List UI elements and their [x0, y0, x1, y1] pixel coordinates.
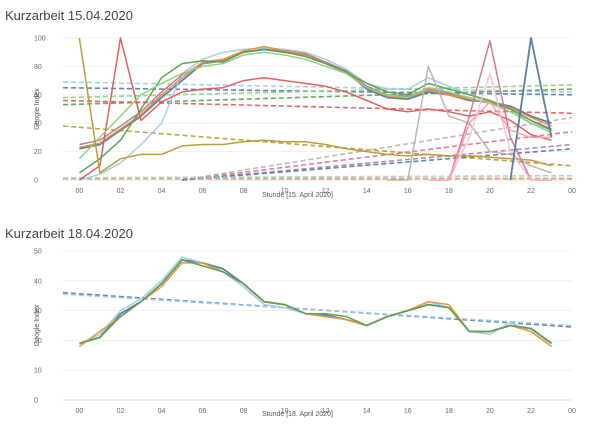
y-tick-label: 40: [34, 278, 42, 285]
x-tick-label: 18: [445, 188, 453, 195]
trendline: [62, 293, 573, 327]
trendline: [62, 174, 573, 179]
trendline: [181, 130, 573, 181]
x-tick-label: 18: [445, 408, 453, 415]
y-tick-label: 10: [34, 368, 42, 375]
trendline: [181, 116, 573, 181]
y-tick-label: 20: [34, 149, 42, 156]
x-axis-label: Stunde [15. April 2020]: [262, 192, 333, 199]
trendline: [62, 84, 573, 99]
x-tick-label: 16: [404, 188, 412, 195]
series-line: [78, 48, 552, 174]
plot-1: 0 20 40 60 80 100 00 02 04 06 08 10 12 14 16 18 20 22 00 St…: [34, 36, 576, 200]
series-line: [428, 72, 552, 181]
x-tick-label: 14: [363, 188, 371, 195]
x-tick-label: 00: [568, 408, 576, 415]
x-tick-label: 02: [117, 408, 125, 415]
y-tick-label: 100: [34, 36, 46, 43]
y-tick-label: 80: [34, 64, 42, 71]
series-line: [78, 51, 552, 160]
trendline: [62, 99, 573, 115]
series-line: [79, 256, 552, 348]
y-axis-label: Google Index: [34, 304, 41, 346]
trendline: [62, 86, 573, 96]
x-tick-label: 00: [568, 188, 576, 195]
trendline: [62, 81, 573, 93]
x-tick-label: 10: [281, 188, 289, 195]
y-axis-label: Google Index: [34, 88, 41, 130]
x-tick-label: 04: [158, 408, 166, 415]
x-tick-label: 14: [363, 408, 371, 415]
y-tick-label: 50: [34, 249, 42, 256]
x-tick-label: 10: [281, 408, 289, 415]
trendline: [62, 125, 573, 167]
series-line: [78, 37, 552, 174]
x-tick-label: 02: [117, 188, 125, 195]
x-tick-label: 08: [240, 188, 248, 195]
series-line: [78, 37, 552, 181]
x-tick-label: 20: [486, 188, 494, 195]
x-tick-label: 04: [158, 188, 166, 195]
x-tick-label: 06: [199, 188, 207, 195]
y-tick-label: 40: [34, 121, 42, 128]
series-line: [448, 101, 552, 181]
trendline: [62, 291, 573, 328]
y-tick-label: 20: [34, 338, 42, 345]
x-tick-label: 08: [240, 408, 248, 415]
x-tick-label: 00: [76, 408, 84, 415]
plot-2: 0 10 20 30 40 50 00 02 04 06 08 10 12 14 16 18 20 22 00 Stu…: [34, 249, 576, 419]
x-tick-label: 16: [404, 408, 412, 415]
x-tick-label: 00: [76, 188, 84, 195]
chart-title-1: Kurzarbeit 15.04.2020: [5, 8, 133, 23]
x-tick-label: 12: [322, 188, 330, 195]
x-tick-label: 06: [199, 408, 207, 415]
x-tick-label: 22: [527, 408, 535, 415]
chart-title-2: Kurzarbeit 18.04.2020: [5, 226, 133, 241]
y-tick-label: 30: [34, 308, 42, 315]
x-tick-label: 12: [322, 408, 330, 415]
x-tick-label: 22: [527, 188, 535, 195]
y-tick-label: 0: [34, 178, 38, 185]
y-tick-label: 0: [34, 398, 38, 405]
y-tick-label: 60: [34, 92, 42, 99]
series-line: [78, 262, 552, 348]
trendline: [181, 148, 573, 181]
x-axis-label: Stunde [18. April 2020]: [262, 411, 333, 418]
x-tick-label: 20: [486, 408, 494, 415]
series-line: [79, 259, 552, 345]
